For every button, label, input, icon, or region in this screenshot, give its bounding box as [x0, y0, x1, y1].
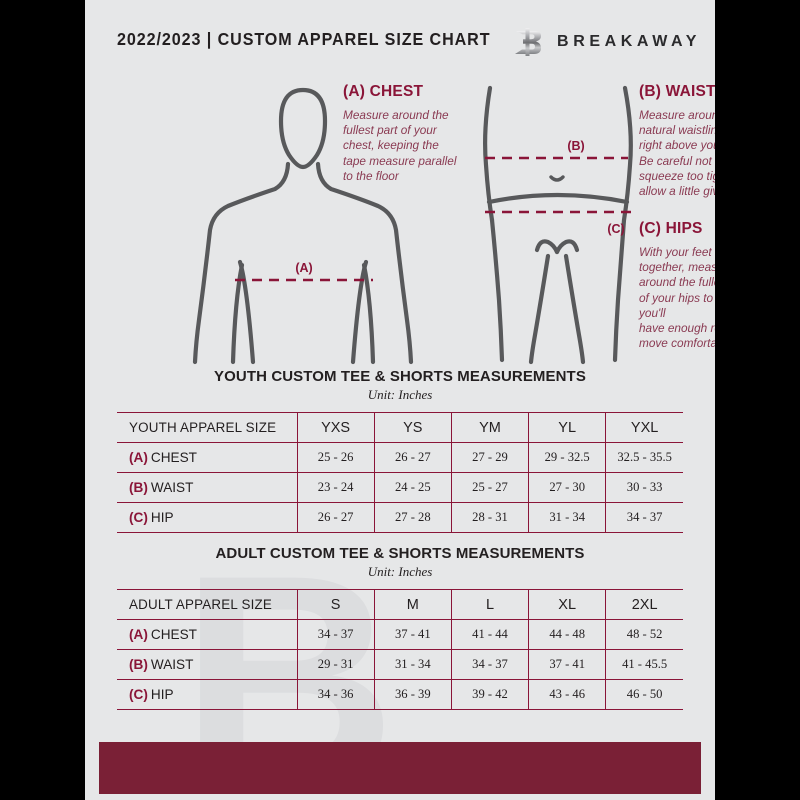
adult-waist-l: 34 - 37	[450, 649, 529, 680]
youth-hip-yxs: 26 - 27	[296, 502, 375, 533]
adult-measurements-section: ADULT CUSTOM TEE & SHORTS MEASUREMENTS U…	[117, 545, 683, 710]
youth-hip-ys: 27 - 28	[373, 502, 452, 533]
youth-hip-yl: 31 - 34	[528, 502, 606, 533]
row-tag-c: (C)	[129, 687, 148, 702]
size-chart-page: B 2022/2023 | CUSTOM APPAREL SIZE CHART	[85, 0, 715, 800]
adult-table-title: ADULT CUSTOM TEE & SHORTS MEASUREMENTS	[215, 545, 585, 562]
adult-size-m: M	[373, 589, 452, 620]
youth-size-ym: YM	[450, 412, 529, 443]
adult-size-s: S	[296, 589, 375, 620]
youth-waist-ym: 25 - 27	[450, 472, 529, 503]
youth-chest-ym: 27 - 29	[450, 442, 529, 473]
callout-chest-heading: (A) CHEST	[343, 83, 424, 100]
row-label-waist: WAIST	[150, 657, 194, 672]
youth-chest-yxl: 32.5 - 35.5	[605, 442, 683, 473]
table-row: (B) WAIST 29 - 31 31 - 34 34 - 37 37 - 41…	[117, 649, 683, 680]
hip-measure-label: (C)	[607, 222, 624, 236]
row-label-hip: HIP	[150, 687, 174, 702]
row-tag-b: (B)	[129, 657, 148, 672]
adult-hip-xl: 43 - 46	[528, 679, 606, 710]
brand-lockup: BREAKAWAY	[513, 26, 701, 58]
adult-table-unit: Unit: Inches	[367, 564, 433, 579]
page-title: 2022/2023 | CUSTOM APPAREL SIZE CHART	[117, 29, 491, 49]
youth-table-title: YOUTH CUSTOM TEE & SHORTS MEASUREMENTS	[214, 368, 586, 385]
table-row: (B) WAIST 23 - 24 24 - 25 25 - 27 27 - 30…	[117, 472, 683, 503]
row-label-waist: WAIST	[150, 480, 194, 495]
row-label-chest: CHEST	[150, 627, 197, 642]
adult-chest-m: 37 - 41	[373, 619, 452, 650]
youth-hip-ym: 28 - 31	[450, 502, 529, 533]
page-header: 2022/2023 | CUSTOM APPAREL SIZE CHART BR…	[85, 26, 715, 58]
breakaway-logo-icon	[515, 28, 542, 56]
adult-header-label: ADULT APPAREL SIZE	[117, 589, 298, 620]
youth-size-yxs: YXS	[296, 412, 375, 443]
adult-hip-l: 39 - 42	[450, 679, 529, 710]
table-row: (A) CHEST 25 - 26 26 - 27 27 - 29 29 - 32…	[117, 442, 683, 473]
callout-hips: (C) HIPS With your feet together, measur…	[639, 220, 715, 351]
table-header-row: YOUTH APPAREL SIZE YXS YS YM YL YXL	[117, 412, 683, 443]
youth-row-chest-label: (A) CHEST	[117, 442, 298, 473]
row-tag-a: (A)	[129, 627, 148, 642]
row-tag-a: (A)	[129, 450, 148, 465]
callout-chest: (A) CHEST Measure around the fullest par…	[343, 83, 518, 184]
callout-hips-body: With your feet together, measure around …	[639, 245, 715, 351]
adult-waist-s: 29 - 31	[296, 649, 375, 680]
youth-chest-yxs: 25 - 26	[296, 442, 375, 473]
adult-row-chest-label: (A) CHEST	[117, 619, 298, 650]
callout-waist-body: Measure around your natural waistline – …	[639, 108, 715, 199]
youth-chest-yl: 29 - 32.5	[528, 442, 606, 473]
youth-row-hip-label: (C) HIP	[117, 502, 298, 533]
youth-size-yl: YL	[528, 412, 606, 443]
row-tag-c: (C)	[129, 510, 148, 525]
callout-waist: (B) WAIST Measure around your natural wa…	[639, 83, 715, 199]
callout-waist-heading: (B) WAIST	[639, 83, 715, 100]
youth-table-unit: Unit: Inches	[367, 387, 433, 402]
table-row: (C) HIP 26 - 27 27 - 28 28 - 31 31 - 34 3…	[117, 502, 683, 533]
row-tag-b: (B)	[129, 480, 148, 495]
adult-waist-2xl: 41 - 45.5	[605, 649, 683, 680]
youth-waist-yl: 27 - 30	[528, 472, 606, 503]
footer-bar	[99, 742, 701, 794]
adult-chest-xl: 44 - 48	[528, 619, 606, 650]
youth-header-label: YOUTH APPAREL SIZE	[117, 412, 298, 443]
adult-row-waist-label: (B) WAIST	[117, 649, 298, 680]
adult-size-xl: XL	[528, 589, 606, 620]
adult-chest-s: 34 - 37	[296, 619, 375, 650]
youth-measurements-section: YOUTH CUSTOM TEE & SHORTS MEASUREMENTS U…	[117, 368, 683, 533]
youth-row-waist-label: (B) WAIST	[117, 472, 298, 503]
row-label-chest: CHEST	[150, 450, 197, 465]
adult-chest-2xl: 48 - 52	[605, 619, 683, 650]
waist-measure-label: (B)	[567, 139, 584, 153]
table-row: (C) HIP 34 - 36 36 - 39 39 - 42 43 - 46 4…	[117, 679, 683, 710]
brand-name: BREAKAWAY	[557, 33, 701, 50]
adult-size-l: L	[450, 589, 529, 620]
adult-size-table: ADULT APPAREL SIZE S M L XL 2XL (A) CHEST…	[117, 589, 683, 710]
chest-measure-label: (A)	[295, 261, 312, 275]
youth-size-yxl: YXL	[605, 412, 683, 443]
adult-hip-2xl: 46 - 50	[605, 679, 683, 710]
table-row: (A) CHEST 34 - 37 37 - 41 41 - 44 44 - 48…	[117, 619, 683, 650]
table-header-row: ADULT APPAREL SIZE S M L XL 2XL	[117, 589, 683, 620]
youth-waist-yxs: 23 - 24	[296, 472, 375, 503]
adult-hip-s: 34 - 36	[296, 679, 375, 710]
body-measurement-illustrations: (A) (B) (C)	[192, 85, 633, 365]
adult-size-2xl: 2XL	[605, 589, 683, 620]
adult-chest-l: 41 - 44	[450, 619, 529, 650]
row-label-hip: HIP	[150, 510, 174, 525]
youth-size-ys: YS	[373, 412, 452, 443]
youth-hip-yxl: 34 - 37	[605, 502, 683, 533]
youth-size-table: YOUTH APPAREL SIZE YXS YS YM YL YXL (A) C…	[117, 412, 683, 533]
youth-waist-ys: 24 - 25	[373, 472, 452, 503]
adult-waist-xl: 37 - 41	[528, 649, 606, 680]
youth-waist-yxl: 30 - 33	[605, 472, 683, 503]
adult-row-hip-label: (C) HIP	[117, 679, 298, 710]
adult-hip-m: 36 - 39	[373, 679, 452, 710]
adult-waist-m: 31 - 34	[373, 649, 452, 680]
callout-chest-body: Measure around the fullest part of your …	[343, 108, 457, 183]
callout-hips-heading: (C) HIPS	[639, 220, 703, 237]
youth-chest-ys: 26 - 27	[373, 442, 452, 473]
